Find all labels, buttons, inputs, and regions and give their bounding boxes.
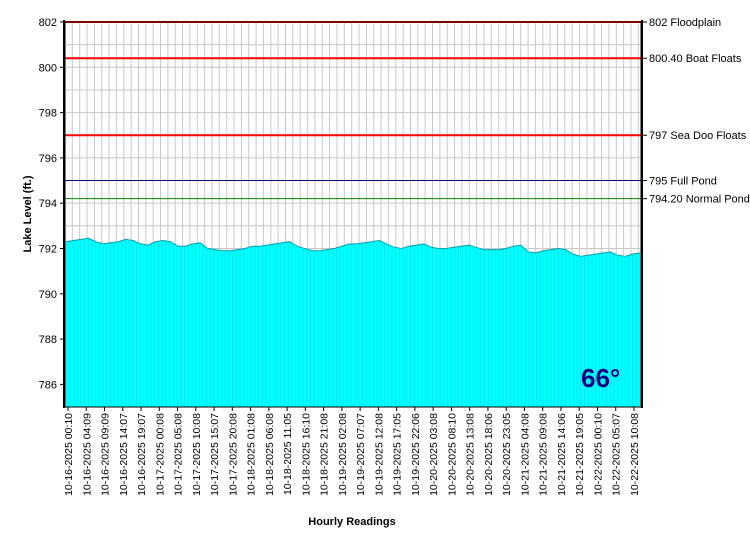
area-hatch (65, 238, 641, 407)
x-tick-label: 10-22-2025 00:10 (592, 413, 604, 496)
x-tick-label: 10-19-2025 17:05 (392, 413, 404, 496)
x-tick-label: 10-16-2025 00:10 (63, 413, 75, 496)
lake-level-area (66, 238, 640, 407)
x-tick-label: 10-21-2025 14:06 (556, 413, 568, 496)
x-tick-label: 10-21-2025 19:05 (574, 413, 586, 496)
x-tick-label: 10-22-2025 05:07 (611, 413, 623, 496)
y-tick-label: 798 (39, 108, 57, 120)
lake-level-line (65, 237, 641, 257)
y-tick-label: 800 (39, 62, 57, 74)
x-tick-label: 10-17-2025 05:08 (173, 413, 185, 496)
x-tick-label: 10-18-2025 01:08 (246, 413, 258, 496)
y-tick-label: 796 (39, 153, 57, 165)
x-tick-label: 10-17-2025 20:08 (227, 413, 239, 496)
x-tick-label: 10-17-2025 00:08 (154, 413, 166, 496)
y-tick-label: 790 (39, 289, 57, 301)
y-tick-label: 786 (39, 379, 57, 391)
y-axis-title: Lake Level (ft.) (22, 175, 34, 252)
x-tick-label: 10-20-2025 08:10 (446, 413, 458, 496)
x-tick-label: 10-19-2025 12:08 (373, 413, 385, 496)
x-tick-label: 10-18-2025 21:08 (319, 413, 331, 496)
reference-label: 802 Floodplain (649, 17, 721, 29)
x-tick-label: 10-20-2025 18:06 (483, 413, 495, 496)
x-tick-label: 10-18-2025 11:05 (282, 413, 294, 495)
x-tick-label: 10-22-2025 10:08 (629, 413, 641, 496)
x-tick-label: 10-17-2025 10:08 (191, 413, 203, 496)
x-tick-label: 10-19-2025 07:07 (355, 413, 367, 496)
x-tick-label: 10-17-2025 15:07 (209, 413, 221, 496)
x-tick-label: 10-16-2025 09:09 (100, 413, 112, 496)
reference-label: 795 Full Pond (649, 176, 717, 188)
x-axis-title: Hourly Readings (308, 516, 395, 528)
y-tick-label: 792 (39, 243, 57, 255)
y-tick-label: 794 (39, 198, 57, 210)
x-tick-label: 10-21-2025 09:08 (538, 413, 550, 496)
x-tick-label: 10-18-2025 16:10 (300, 413, 312, 496)
x-tick-label: 10-21-2025 04:08 (519, 413, 531, 496)
temperature-annotation: 66° (581, 363, 620, 393)
x-tick-label: 10-20-2025 03:08 (428, 413, 440, 496)
y-tick-label: 788 (39, 334, 57, 346)
x-tick-label: 10-16-2025 14:07 (118, 413, 130, 496)
x-tick-label: 10-16-2025 19:07 (136, 413, 148, 496)
x-tick-label: 10-20-2025 23:05 (501, 413, 513, 496)
reference-label: 797 Sea Doo Floats (649, 130, 747, 142)
y-tick-label: 802 (39, 17, 57, 29)
x-tick-label: 10-19-2025 02:08 (337, 413, 349, 496)
reference-label: 800.40 Boat Floats (649, 53, 742, 65)
x-tick-label: 10-18-2025 06:08 (264, 413, 276, 496)
x-tick-label: 10-16-2025 04:09 (81, 413, 93, 496)
x-tick-label: 10-20-2025 13:08 (465, 413, 477, 496)
x-tick-label: 10-19-2025 22:06 (410, 413, 422, 496)
reference-label: 794.20 Normal Pond (649, 194, 750, 206)
